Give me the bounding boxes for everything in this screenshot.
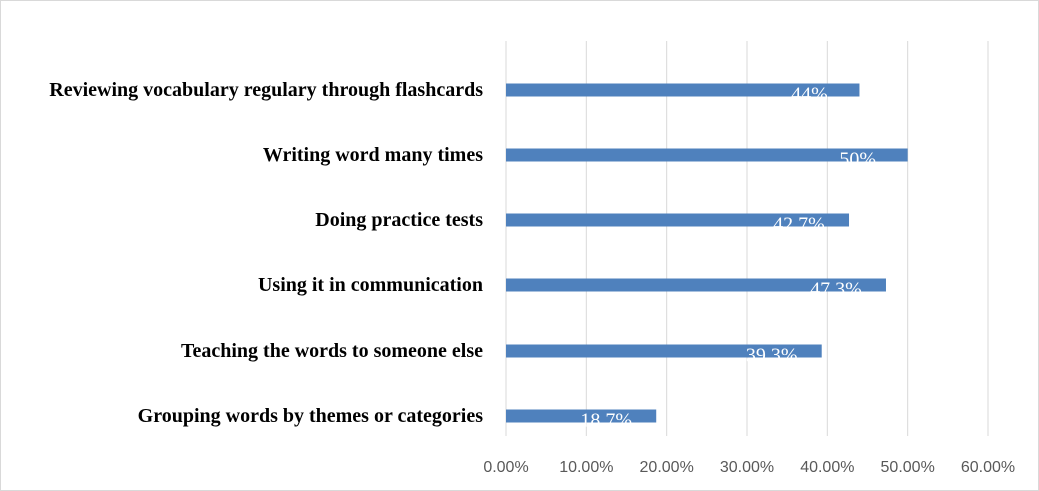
category-label: Doing practice tests [315,209,483,231]
bar [506,344,822,358]
bar [506,278,886,292]
x-tick-label: 50.00% [881,459,935,476]
value-label: 47.3% [810,279,862,301]
value-label: 42.7% [773,214,825,236]
category-label: Writing word many times [262,144,483,166]
value-label: 50% [839,149,876,171]
bar [506,148,908,162]
x-tick-label: 0.00% [483,459,528,476]
x-tick-label: 40.00% [800,459,854,476]
bar [506,83,860,97]
value-label: 18.7% [580,410,632,432]
value-label: 39.3% [746,345,798,367]
category-label: Teaching the words to someone else [180,340,483,362]
x-tick-label: 20.00% [640,459,694,476]
bar [506,409,657,423]
x-tick-label: 60.00% [961,459,1015,476]
x-tick-label: 30.00% [720,459,774,476]
value-label: 44% [791,84,828,106]
x-tick-label: 10.00% [559,459,613,476]
category-label: Reviewing vocabulary regulary through fl… [49,79,483,101]
bar [506,213,850,227]
category-label: Using it in communication [257,274,483,296]
category-label: Grouping words by themes or categories [137,405,483,427]
